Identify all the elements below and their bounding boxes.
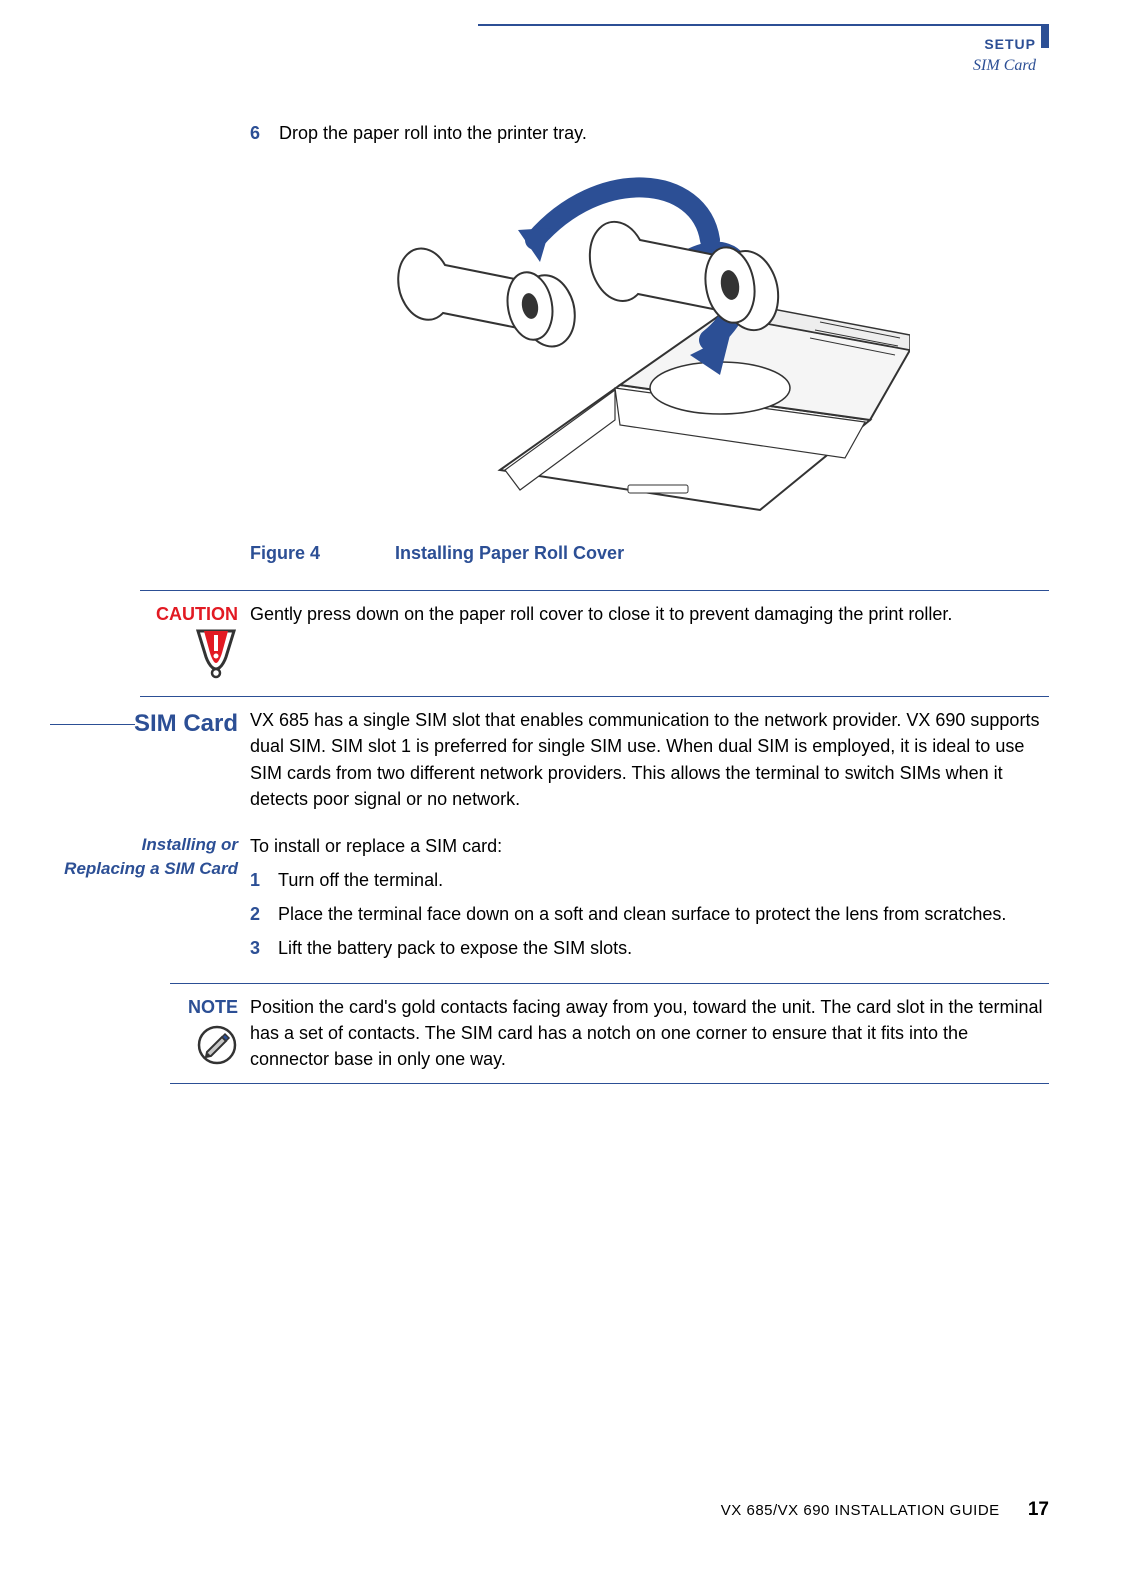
list-item: 2 Place the terminal face down on a soft… [250,901,1049,927]
step-number: 2 [250,901,274,927]
page-content: 6 Drop the paper roll into the printer t… [50,120,1049,1094]
step-number: 3 [250,935,274,961]
step-text: Lift the battery pack to expose the SIM … [274,935,1049,961]
figure-title: Installing Paper Roll Cover [395,543,624,563]
running-header: SETUP SIM Card [973,34,1036,77]
step-text: Drop the paper roll into the printer tra… [279,123,587,143]
divider [140,590,1049,591]
chapter-label: SETUP [973,34,1036,54]
note-block: NOTE Position the card's gold contacts f… [50,994,1049,1073]
caution-text: Gently press down on the paper roll cove… [250,601,1049,627]
footer-guide: VX 685/VX 690 INSTALLATION GUIDE [721,1502,1000,1519]
step-6-row: 6 Drop the paper roll into the printer t… [50,120,1049,146]
sim-card-body: VX 685 has a single SIM slot that enable… [250,707,1049,811]
figure-illustration [250,170,1049,530]
figure-label: Figure 4 [250,540,390,566]
step-number: 6 [250,120,274,146]
sim-card-section: SIM Card VX 685 has a single SIM slot th… [50,707,1049,811]
page-footer: VX 685/VX 690 INSTALLATION GUIDE 17 [721,1496,1049,1524]
figure-caption: Figure 4 Installing Paper Roll Cover [250,540,1049,566]
installing-steps: 1 Turn off the terminal. 2 Place the ter… [250,867,1049,961]
step-number: 1 [250,867,274,893]
header-rule [478,24,1049,26]
caution-label: CAUTION [50,601,238,627]
header-tab [1041,24,1049,48]
divider [140,696,1049,697]
note-pencil-icon [196,1024,238,1073]
footer-page-number: 17 [1028,1499,1049,1520]
section-label: SIM Card [973,54,1036,77]
note-text: Position the card's gold contacts facing… [250,994,1049,1072]
list-item: 1 Turn off the terminal. [250,867,1049,893]
caution-icon [194,629,238,686]
heading-rule [50,724,135,725]
installing-intro: To install or replace a SIM card: [250,833,1049,859]
divider [170,1083,1049,1084]
step-text: Place the terminal face down on a soft a… [274,901,1049,927]
sub-heading-line1: Installing or [50,833,238,858]
list-item: 3 Lift the battery pack to expose the SI… [250,935,1049,961]
note-label: NOTE [50,994,238,1020]
divider [170,983,1049,984]
printer-illustration-icon [390,170,910,520]
installing-section: Installing or Replacing a SIM Card To in… [50,833,1049,969]
sub-heading-line2: Replacing a SIM Card [50,857,238,882]
figure-row: Figure 4 Installing Paper Roll Cover [50,160,1049,576]
caution-block: CAUTION Gently press down on the paper r… [50,601,1049,686]
step-text: Turn off the terminal. [274,867,1049,893]
